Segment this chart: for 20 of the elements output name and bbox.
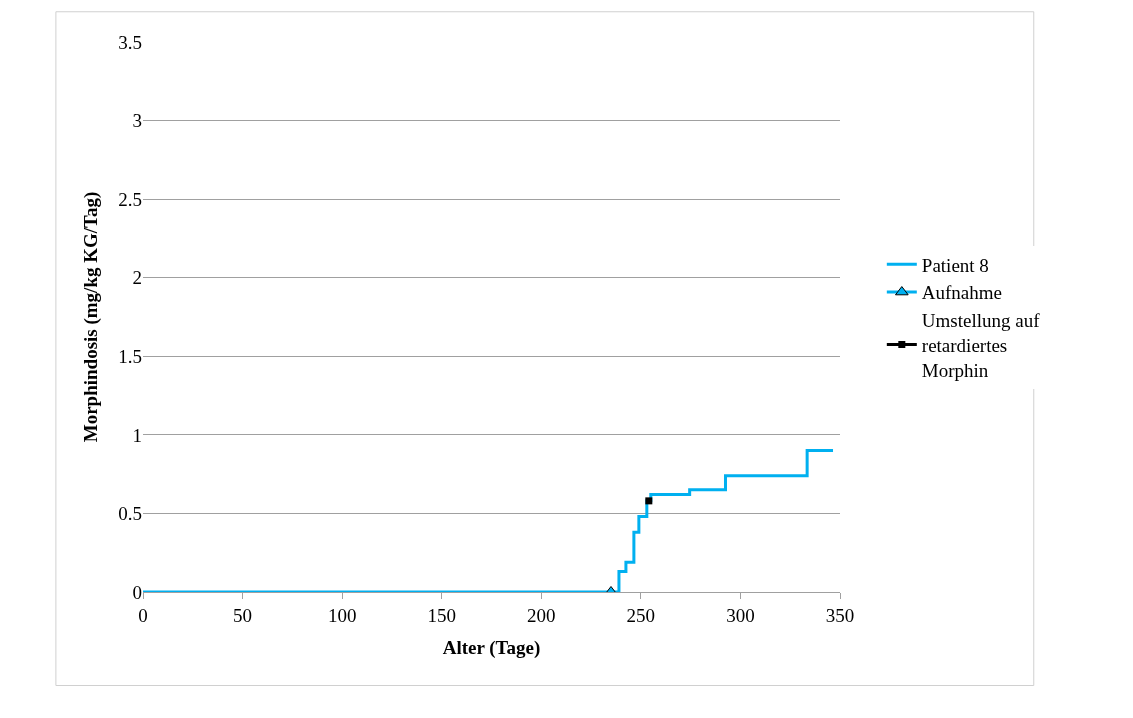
- legend-label: Umstellung auf retardiertes Morphin: [921, 310, 1041, 381]
- y-tick-label: 2.5: [118, 188, 142, 210]
- y-tick-label: 0.5: [118, 503, 142, 525]
- y-tick-label: 2: [132, 267, 142, 289]
- y-axis-title: Morphindosis (mg/kg KG/Tag): [80, 191, 103, 443]
- x-tick-label: 250: [626, 604, 656, 626]
- x-tick-label: 350: [825, 604, 855, 626]
- y-tick-label: 0: [132, 581, 142, 603]
- x-axis-title: Alter (Tage): [442, 636, 541, 659]
- y-tick-label: 3: [132, 110, 142, 132]
- y-tick-label: 1: [132, 424, 142, 446]
- x-tick-label: 150: [427, 604, 456, 626]
- x-tick-label: 200: [527, 604, 556, 626]
- legend-label: Patient 8: [921, 254, 989, 276]
- y-tick-label: 1.5: [118, 345, 142, 367]
- x-tick-label: 100: [327, 604, 357, 626]
- y-tick-label: 3.5: [118, 31, 142, 53]
- legend-label: Aufnahme: [921, 282, 1003, 304]
- x-tick-label: 50: [233, 604, 253, 626]
- x-tick-label: 300: [726, 604, 755, 626]
